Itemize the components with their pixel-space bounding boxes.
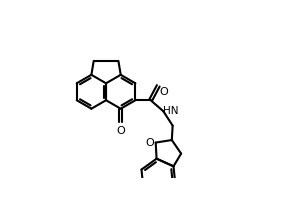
Text: O: O <box>160 87 169 97</box>
Text: O: O <box>116 126 125 136</box>
Text: HN: HN <box>163 106 179 116</box>
Text: O: O <box>146 138 154 148</box>
